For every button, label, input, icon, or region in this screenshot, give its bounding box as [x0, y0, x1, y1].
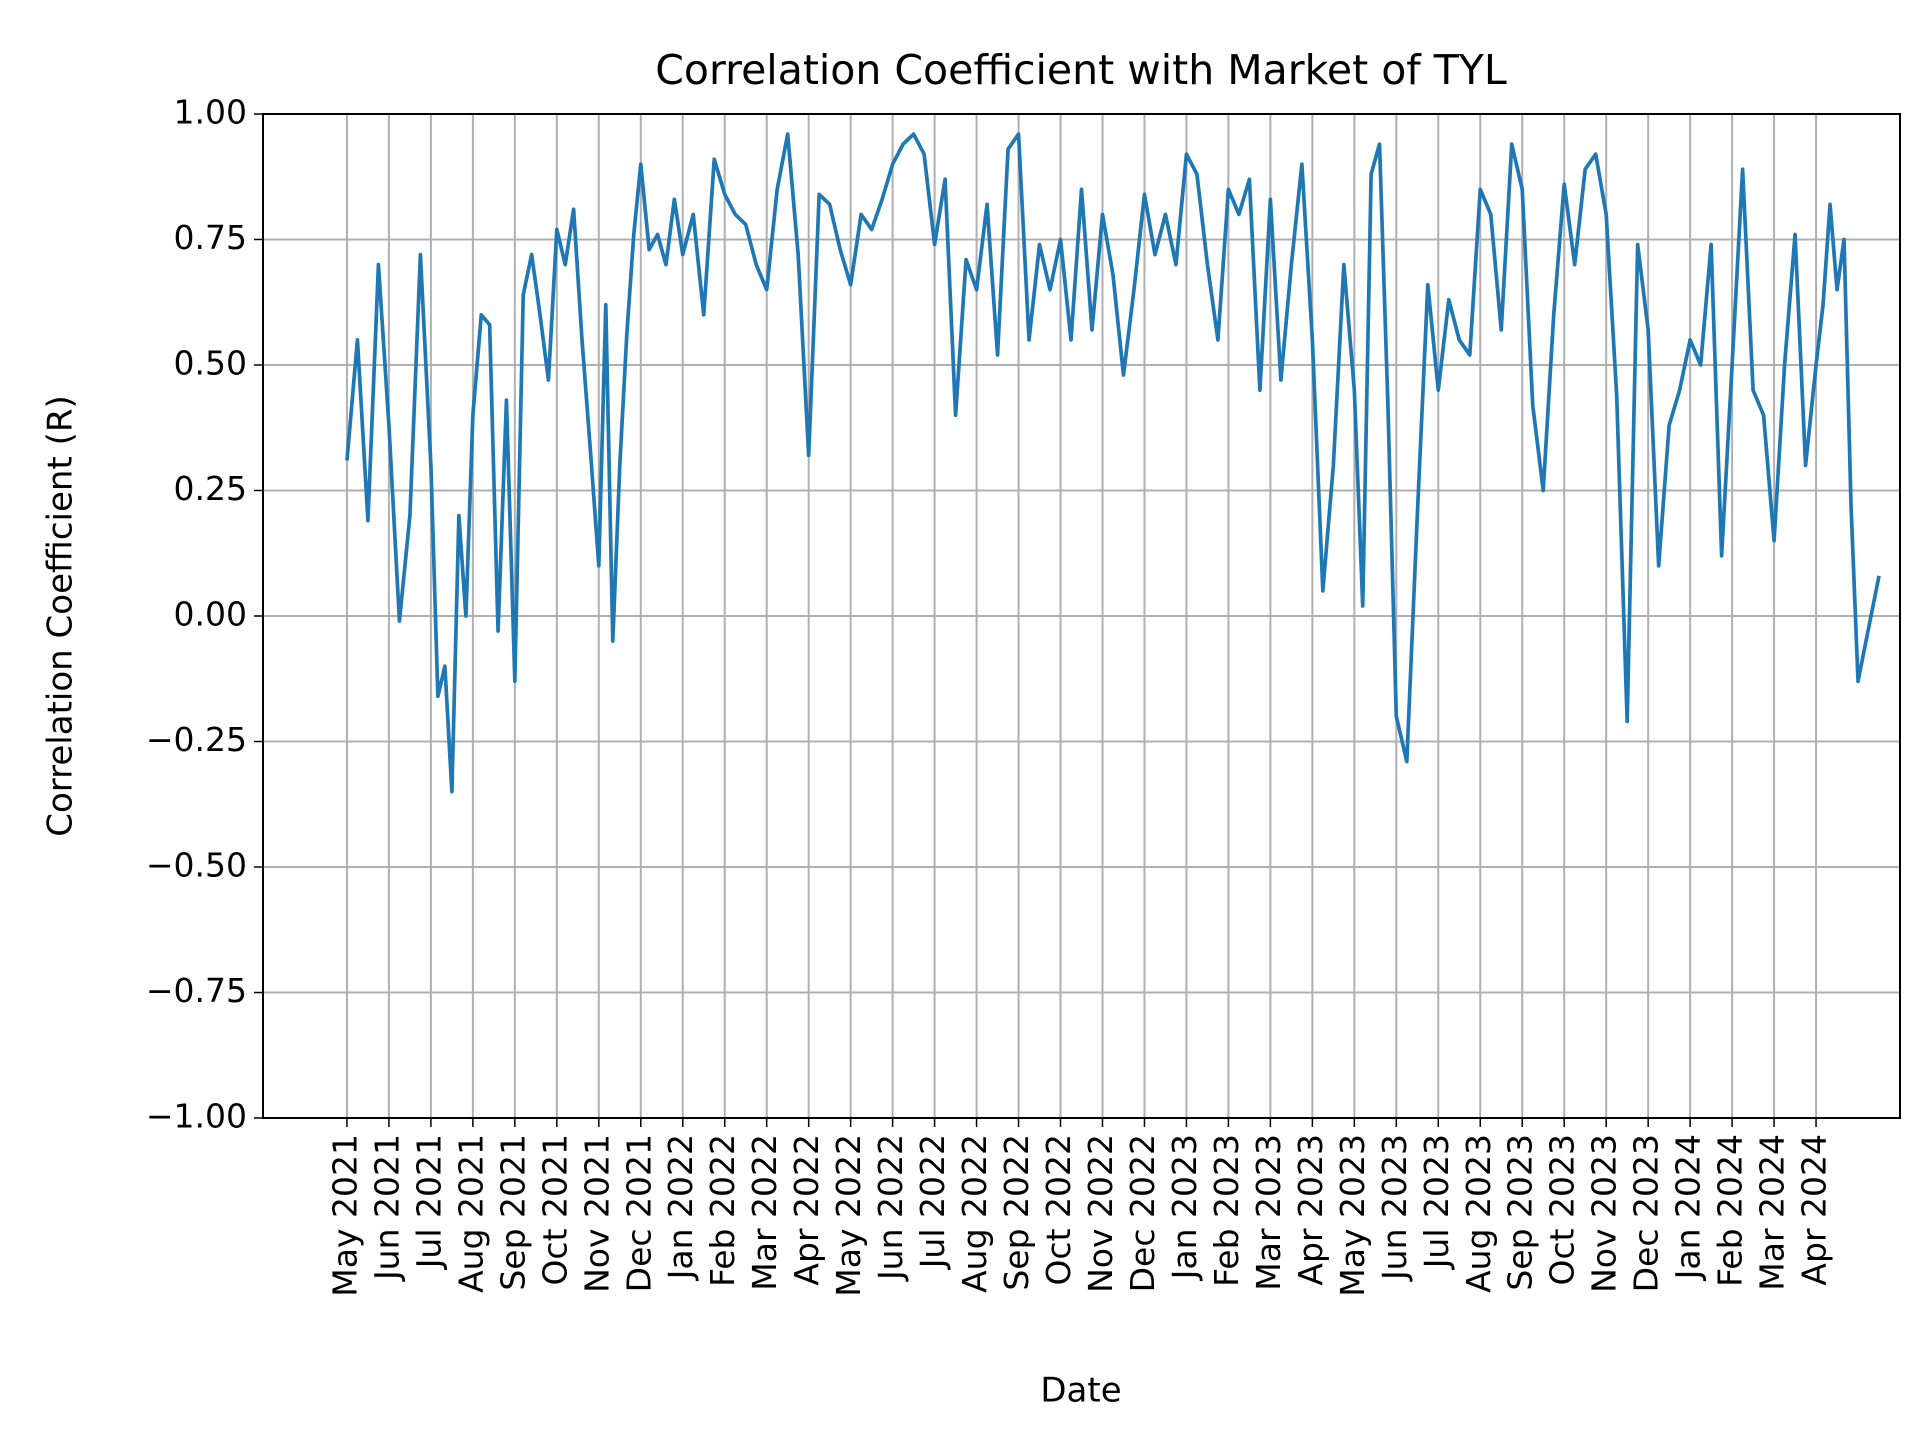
x-tick-label: Jul 2021	[409, 1134, 448, 1270]
x-tick-label: Aug 2022	[955, 1134, 994, 1293]
y-tick-label: 0.50	[174, 344, 247, 383]
x-tick-label: Nov 2022	[1081, 1134, 1120, 1293]
y-tick-label: 0.75	[174, 218, 247, 257]
y-tick-label: −0.25	[146, 720, 247, 759]
x-tick-label: Nov 2023	[1585, 1134, 1624, 1293]
x-tick-label: Apr 2023	[1291, 1134, 1330, 1286]
x-tick-label: Apr 2022	[787, 1134, 826, 1286]
x-tick-label: Jan 2024	[1669, 1134, 1708, 1281]
plot-frame	[262, 113, 1901, 1119]
x-tick-label: Jul 2023	[1417, 1134, 1456, 1270]
x-tick-label: Sep 2022	[997, 1134, 1036, 1291]
x-tick-label: Dec 2022	[1123, 1134, 1162, 1292]
y-tick-label: 1.00	[174, 93, 247, 132]
x-tick-label: Oct 2021	[535, 1134, 574, 1286]
x-tick-label: Mar 2023	[1249, 1134, 1288, 1291]
y-axis-label: Correlation Coefficient (R)	[41, 395, 81, 837]
x-tick-label: Jan 2022	[661, 1134, 700, 1281]
y-tick-label: 0.00	[174, 595, 247, 634]
y-tick-label: −0.75	[146, 971, 247, 1010]
x-tick-label: Nov 2021	[577, 1134, 616, 1293]
x-tick-label: Feb 2024	[1711, 1134, 1750, 1287]
x-tick-label: Feb 2023	[1207, 1134, 1246, 1287]
x-tick-label: Jul 2022	[913, 1134, 952, 1270]
x-tick-label: Dec 2021	[619, 1134, 658, 1292]
x-tick-label: Mar 2022	[745, 1134, 784, 1291]
x-tick-label: Feb 2022	[703, 1134, 742, 1287]
x-tick-label: Jun 2022	[871, 1134, 910, 1282]
y-tick-label: −1.00	[146, 1097, 247, 1136]
x-tick-label: May 2022	[829, 1134, 868, 1297]
chart-title: Correlation Coefficient with Market of T…	[655, 46, 1507, 94]
x-tick-label: Apr 2024	[1795, 1134, 1834, 1286]
y-tick-label: −0.50	[146, 846, 247, 885]
x-tick-label: Jun 2021	[367, 1134, 406, 1282]
x-tick-label: Mar 2024	[1753, 1134, 1792, 1291]
x-tick-label: Dec 2023	[1627, 1134, 1666, 1292]
y-tick-label: 0.25	[174, 469, 247, 508]
x-tick-label: Sep 2021	[493, 1134, 532, 1291]
x-axis-label: Date	[1040, 1371, 1121, 1411]
x-tick-label: Sep 2023	[1501, 1134, 1540, 1291]
x-tick-label: May 2021	[325, 1134, 364, 1297]
data-line	[345, 132, 1881, 794]
x-tick-label: Aug 2023	[1459, 1134, 1498, 1293]
x-tick-label: Jun 2023	[1375, 1134, 1414, 1282]
x-tick-label: Oct 2023	[1543, 1134, 1582, 1286]
x-tick-label: Oct 2022	[1039, 1134, 1078, 1286]
x-tick-label: Jan 2023	[1165, 1134, 1204, 1281]
x-tick-label: Aug 2021	[451, 1134, 490, 1293]
x-tick-label: May 2023	[1333, 1134, 1372, 1297]
